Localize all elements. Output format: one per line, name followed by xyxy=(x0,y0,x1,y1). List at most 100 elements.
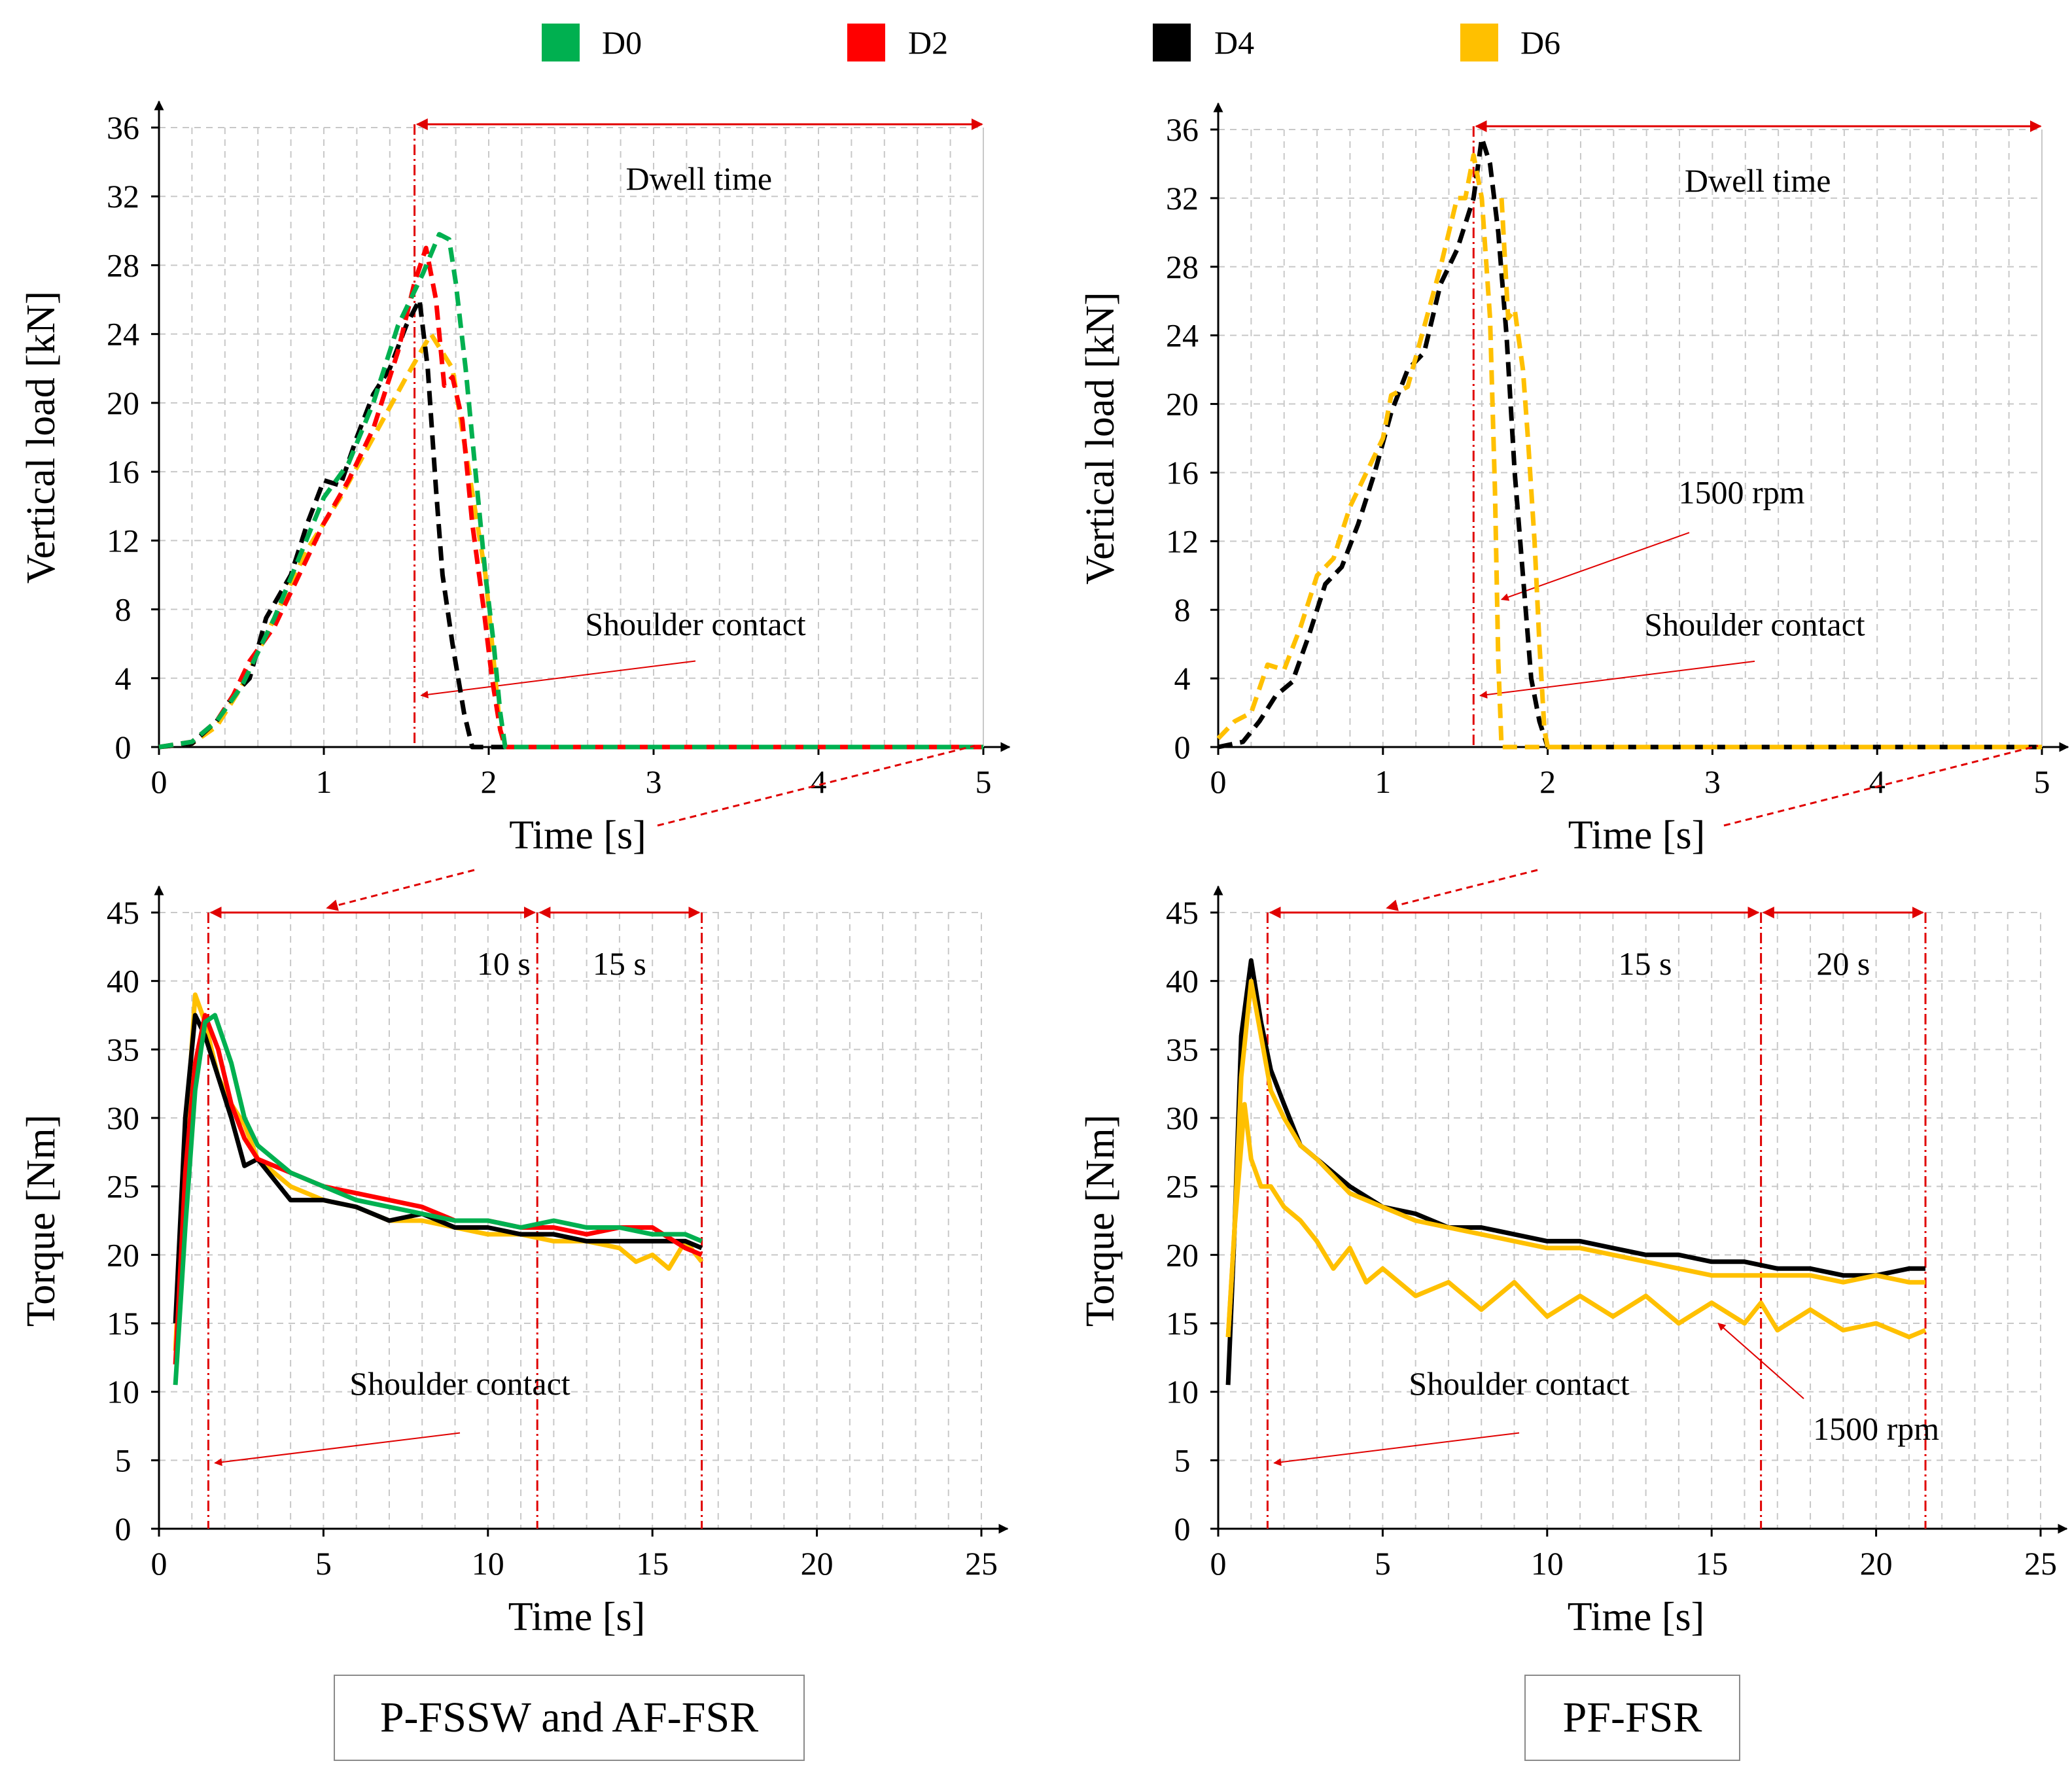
y-tick-label: 45 xyxy=(1166,894,1199,931)
y-axis-label: Vertical load [kN] xyxy=(1078,292,1123,585)
y-tick-label: 4 xyxy=(1174,660,1191,697)
dwell-time-label: Dwell time xyxy=(1685,162,1831,199)
x-tick-label: 0 xyxy=(1210,763,1227,800)
y-tick-label: 20 xyxy=(107,1236,139,1273)
x-tick-label: 4 xyxy=(811,763,827,800)
shoulder-contact-label: Shoulder contact xyxy=(349,1365,571,1402)
x-tick-label: 0 xyxy=(1210,1545,1227,1582)
x-axis-label: Time [s] xyxy=(1568,1595,1705,1639)
y-tick-label: 40 xyxy=(1166,963,1199,1000)
caption-right: PF-FSR xyxy=(1524,1675,1740,1761)
caption-left: P-FSSW and AF-FSR xyxy=(334,1675,805,1761)
shoulder-contact-label: Shoulder contact xyxy=(1409,1365,1630,1402)
dwell-time-label: Dwell time xyxy=(626,160,773,197)
y-tick-label: 20 xyxy=(1166,1236,1199,1273)
y-tick-label: 30 xyxy=(107,1100,139,1136)
connector-right xyxy=(1386,744,2039,911)
y-tick-label: 5 xyxy=(1174,1442,1191,1478)
rpm-arrow xyxy=(1717,1323,1804,1399)
y-tick-label: 28 xyxy=(107,247,139,283)
torque-chart-left: 0 5 10 15 20 25 30 35 40 45 0 5 10 15 20 25 Time [s] Torq… xyxy=(19,885,1009,1639)
legend-label-d6: D6 xyxy=(1520,24,1560,61)
y-tick-label: 0 xyxy=(1174,729,1191,765)
y-axis-label: Torque [Nm] xyxy=(19,1115,63,1327)
y-tick-label: 40 xyxy=(107,963,139,1000)
y-axis-label: Torque [Nm] xyxy=(1078,1115,1123,1327)
y-tick-label: 15 xyxy=(1166,1305,1199,1342)
y-tick-label: 24 xyxy=(107,316,139,353)
series-d0-line xyxy=(158,232,983,750)
shoulder-contact-arrow xyxy=(214,1432,461,1467)
y-tick-label: 4 xyxy=(115,660,132,697)
y-tick-label: 35 xyxy=(1166,1031,1199,1068)
y-tick-label: 8 xyxy=(115,591,132,628)
y-tick-label: 45 xyxy=(107,894,139,931)
span-b-label: 15 s xyxy=(593,945,646,982)
legend-item-d2: D2 xyxy=(847,24,948,61)
legend-item-d6: D6 xyxy=(1460,24,1560,61)
y-tick-label: 8 xyxy=(1174,591,1191,628)
x-tick-label: 2 xyxy=(481,763,497,800)
y-tick-label: 16 xyxy=(107,453,139,490)
legend-swatch-d6 xyxy=(1460,24,1498,61)
y-tick-label: 20 xyxy=(107,385,139,421)
shoulder-contact-label: Shoulder contact xyxy=(585,606,806,642)
series-d2-line xyxy=(158,245,983,750)
y-tick-label: 36 xyxy=(107,109,139,146)
legend-swatch-d0 xyxy=(542,24,580,61)
x-tick-label: 20 xyxy=(1860,1545,1893,1582)
series-d2-line xyxy=(173,1013,703,1365)
x-tick-label: 0 xyxy=(151,1545,167,1582)
x-axis-label: Time [s] xyxy=(1568,813,1706,858)
rpm-label: 1500 rpm xyxy=(1678,474,1804,511)
y-tick-label: 20 xyxy=(1166,386,1199,423)
x-tick-label: 25 xyxy=(965,1545,998,1582)
x-tick-label: 1 xyxy=(1375,763,1391,800)
y-tick-label: 24 xyxy=(1166,317,1199,354)
x-tick-label: 15 xyxy=(1695,1545,1728,1582)
y-tick-label: 10 xyxy=(1166,1374,1199,1410)
x-tick-label: 15 xyxy=(636,1545,669,1582)
y-tick-label: 0 xyxy=(1174,1510,1191,1547)
x-tick-label: 5 xyxy=(975,763,992,800)
legend-label-d0: D0 xyxy=(602,24,642,61)
series-d6-1500-line xyxy=(1499,198,1551,748)
torque-chart-right: 0 5 10 15 20 25 30 35 40 45 0 5 10 15 20 25 Time [s] Torq… xyxy=(1078,885,2068,1639)
y-tick-label: 25 xyxy=(1166,1168,1199,1205)
y-tick-label: 5 xyxy=(115,1442,132,1478)
shoulder-contact-arrow xyxy=(1479,660,1755,699)
x-axis-label: Time [s] xyxy=(509,813,646,858)
x-axis-label: Time [s] xyxy=(508,1595,646,1639)
legend-item-d4: D4 xyxy=(1153,24,1254,61)
series-d6-line xyxy=(1225,979,1925,1338)
y-tick-label: 15 xyxy=(107,1305,139,1342)
legend: D0 D2 D4 D6 xyxy=(542,24,1560,61)
x-tick-label: 25 xyxy=(2024,1545,2057,1582)
x-tick-label: 20 xyxy=(801,1545,834,1582)
series-d0-line xyxy=(173,1013,703,1385)
series-d6-line xyxy=(173,992,704,1351)
y-tick-label: 16 xyxy=(1166,454,1199,491)
legend-item-d0: D0 xyxy=(542,24,642,61)
x-tick-label: 5 xyxy=(1375,1545,1391,1582)
y-tick-label: 25 xyxy=(107,1168,139,1205)
legend-label-d2: D2 xyxy=(908,24,948,61)
y-tick-label: 36 xyxy=(1166,111,1199,148)
series-d4-line xyxy=(173,1013,703,1324)
x-tick-label: 0 xyxy=(151,763,167,800)
legend-label-d4: D4 xyxy=(1214,24,1254,61)
x-tick-label: 3 xyxy=(1704,763,1721,800)
x-tick-label: 5 xyxy=(315,1545,332,1582)
x-tick-label: 5 xyxy=(2034,763,2050,800)
shoulder-contact-arrow xyxy=(420,660,696,699)
y-tick-label: 32 xyxy=(1166,180,1199,217)
shoulder-contact-arrow xyxy=(1273,1432,1520,1467)
x-tick-label: 10 xyxy=(1531,1545,1564,1582)
x-tick-label: 1 xyxy=(316,763,332,800)
x-tick-label: 4 xyxy=(1869,763,1886,800)
rpm-label: 1500 rpm xyxy=(1813,1410,1939,1447)
series-d4-line xyxy=(1218,135,2042,750)
